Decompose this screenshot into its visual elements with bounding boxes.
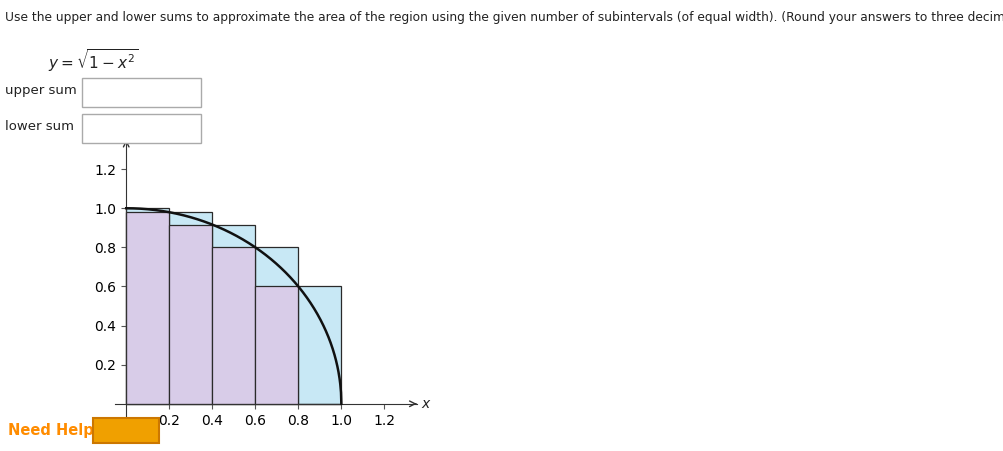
Text: x: x xyxy=(420,397,429,411)
Text: y: y xyxy=(122,120,130,134)
Text: $y = \sqrt{1-x^2}$: $y = \sqrt{1-x^2}$ xyxy=(48,47,138,74)
Text: Need Help?: Need Help? xyxy=(8,423,102,438)
Text: lower sum: lower sum xyxy=(5,120,74,133)
Bar xyxy=(298,286,341,404)
Text: Read It: Read It xyxy=(105,424,147,437)
Bar xyxy=(170,212,212,404)
Bar xyxy=(126,208,170,404)
Bar xyxy=(170,225,212,404)
Bar xyxy=(212,225,255,404)
Text: upper sum: upper sum xyxy=(5,84,76,97)
Bar xyxy=(255,247,298,404)
Text: Use the upper and lower sums to approximate the area of the region using the giv: Use the upper and lower sums to approxim… xyxy=(5,11,1003,24)
Bar xyxy=(126,212,170,404)
Bar xyxy=(212,247,255,404)
Bar xyxy=(255,286,298,404)
